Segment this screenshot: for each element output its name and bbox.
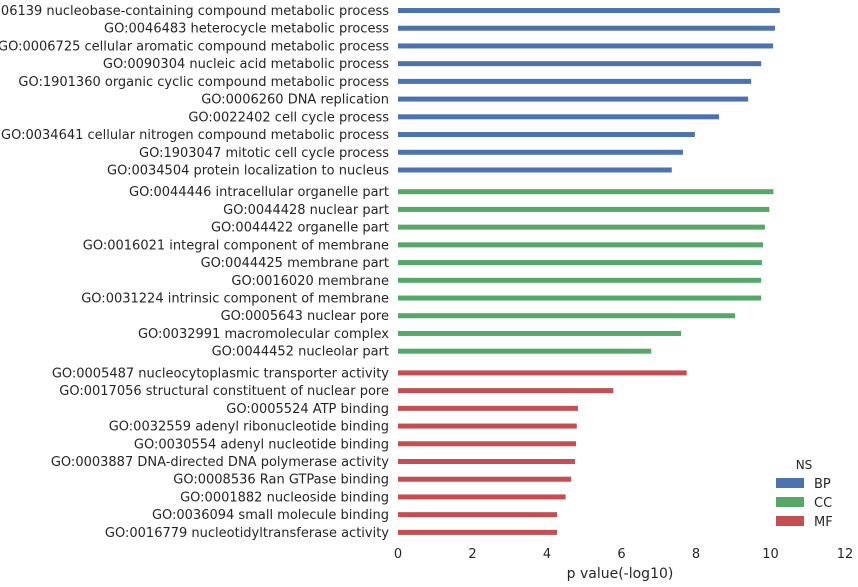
category-label: GO:0044422 organelle part (211, 221, 389, 236)
category-label: GO:0032991 macromolecular complex (138, 327, 389, 342)
bar-mf-21 (398, 388, 614, 394)
x-tick-label: 4 (543, 547, 551, 562)
bar-mf-20 (398, 370, 687, 376)
x-tick-label: 0 (394, 547, 402, 562)
category-label: GO:0006260 DNA replication (201, 93, 389, 108)
category-label: GO:0005487 nucleocytoplasmic transporter… (52, 366, 389, 381)
category-label: GO:0044452 nucleolar part (212, 345, 389, 360)
bar-mf-29 (398, 529, 558, 535)
legend-label-cc: CC (814, 496, 832, 511)
bar-mf-25 (398, 459, 575, 464)
x-tick-label: 12 (837, 547, 854, 562)
bar-mf-26 (398, 476, 572, 482)
category-label: GO:0016779 nucleotidyltransferase activi… (105, 526, 389, 541)
bars-layer (398, 8, 780, 535)
category-label: GO:0022402 cell cycle process (188, 110, 389, 125)
x-tick-label: 2 (468, 547, 476, 562)
bar-bp-5 (398, 96, 749, 102)
bar-cc-18 (398, 330, 682, 336)
x-tick-label: 8 (692, 547, 700, 562)
category-label: GO:0044446 intracellular organelle part (129, 185, 389, 200)
legend-swatch-mf (776, 516, 804, 526)
bar-bp-1 (398, 25, 775, 31)
category-label: GO:0016020 membrane (231, 274, 389, 289)
category-label: GO:0032559 adenyl ribonucleotide binding (109, 420, 389, 435)
bar-cc-19 (398, 348, 652, 354)
category-label: GO:0044425 membrane part (201, 256, 389, 271)
bar-bp-0 (398, 8, 780, 13)
bar-bp-3 (398, 61, 762, 67)
bar-cc-14 (398, 260, 762, 266)
category-label: GO:0005524 ATP binding (226, 402, 389, 417)
bar-cc-10 (398, 189, 774, 195)
category-label: GO:1903047 mitotic cell cycle process (139, 146, 389, 161)
x-axis-ticks: 0 2 4 6 8 10 12 (394, 547, 853, 562)
bar-mf-24 (398, 441, 577, 447)
category-label: GO:0006725 cellular aromatic compound me… (0, 39, 389, 54)
legend-entries: BP CC MF (776, 477, 833, 530)
legend-label-bp: BP (814, 477, 831, 492)
category-label: GO:0034504 protein localization to nucle… (107, 163, 389, 178)
category-label: GO:1901360 organic cyclic compound metab… (18, 75, 389, 90)
bar-bp-6 (398, 114, 720, 120)
category-label: GO:0003887 DNA-directed DNA polymerase a… (51, 455, 389, 470)
x-tick-label: 6 (617, 547, 625, 562)
legend-label-mf: MF (814, 515, 833, 530)
category-label: GO:0030554 adenyl nucleotide binding (134, 437, 389, 452)
category-label: GO:0036094 small molecule binding (152, 508, 389, 523)
x-axis-title: p value(-log10) (567, 566, 674, 582)
legend-swatch-cc (776, 497, 804, 507)
bar-bp-4 (398, 78, 752, 84)
category-label: GO:0031224 intrinsic component of membra… (81, 292, 389, 307)
bar-mf-28 (398, 512, 558, 518)
bar-cc-12 (398, 224, 765, 230)
category-label: GO:0044428 nuclear part (223, 203, 389, 218)
category-labels: GO:0006139 nucleobase-containing compoun… (0, 4, 389, 541)
bar-mf-27 (398, 494, 566, 500)
bar-cc-11 (398, 206, 770, 212)
category-label: GO:0001882 nucleoside binding (180, 490, 389, 505)
bar-mf-23 (398, 423, 577, 429)
bar-bp-2 (398, 43, 774, 49)
bar-cc-17 (398, 313, 736, 319)
category-label: GO:0090304 nucleic acid metabolic proces… (103, 57, 389, 72)
bar-cc-15 (398, 277, 762, 283)
bar-bp-9 (398, 167, 672, 173)
category-label: GO:0016021 integral component of membran… (83, 238, 389, 253)
bar-cc-13 (398, 242, 764, 248)
legend: NS BP CC MF (776, 458, 833, 530)
bar-bp-7 (398, 132, 695, 138)
bar-mf-22 (398, 405, 578, 411)
bar-cc-16 (398, 295, 762, 301)
category-label: GO:0008536 Ran GTPase binding (173, 473, 389, 488)
category-label: GO:0017056 structural constituent of nuc… (59, 384, 389, 399)
x-tick-label: 10 (762, 547, 779, 562)
category-label: GO:0046483 heterocycle metabolic process (104, 22, 389, 37)
category-label: GO:0006139 nucleobase-containing compoun… (0, 4, 389, 19)
legend-swatch-bp (776, 478, 804, 488)
category-label: GO:0034641 cellular nitrogen compound me… (1, 128, 389, 143)
legend-title: NS (796, 458, 813, 472)
bar-bp-8 (398, 149, 683, 155)
category-label: GO:0005643 nuclear pore (221, 309, 389, 324)
